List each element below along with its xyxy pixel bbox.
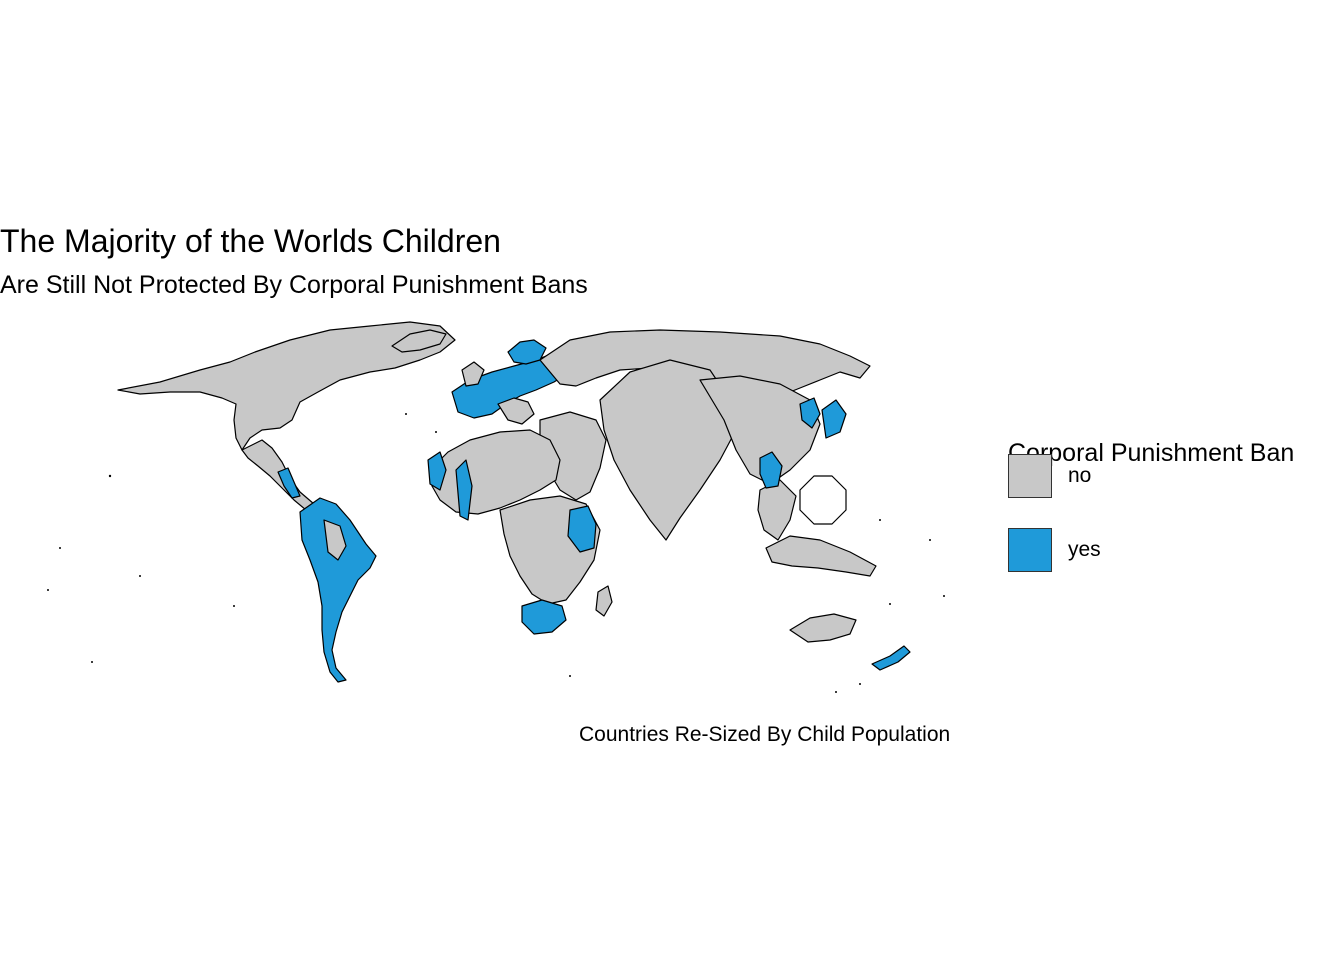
legend-item-yes: yes (1008, 528, 1308, 572)
region-east-africa-yes (567, 505, 597, 553)
region-southern-africa (521, 599, 567, 635)
region-vietnam-yes (759, 451, 783, 489)
map-caption: Countries Re-Sized By Child Population (579, 723, 951, 746)
region-korea-japan (799, 397, 847, 439)
region-central-america-yes (277, 467, 301, 499)
region-south-asia (599, 359, 737, 541)
region-uk (461, 361, 485, 387)
region-indonesia (765, 535, 877, 577)
region-south-america (299, 497, 377, 683)
legend-label-yes: yes (1068, 538, 1101, 561)
region-madagascar (595, 585, 613, 617)
region-canada-usa (117, 321, 456, 451)
legend-swatch-yes (1008, 528, 1052, 572)
legend-item-no: no (1008, 454, 1308, 498)
region-west-africa-yes (427, 451, 473, 521)
region-se-asia (757, 479, 797, 541)
region-australia (789, 613, 857, 643)
region-russia (539, 329, 871, 401)
region-china (699, 375, 821, 485)
legend-swatch-no (1008, 454, 1052, 498)
map-title: The Majority of the Worlds Children (0, 223, 501, 259)
map-subtitle: Are Still Not Protected By Corporal Puni… (0, 271, 588, 299)
region-south-america-no (323, 519, 347, 561)
region-philippines (799, 475, 847, 525)
region-new-zealand (871, 645, 911, 671)
small-islands (47, 413, 945, 693)
legend-label-no: no (1068, 464, 1092, 487)
region-scandinavia (507, 339, 547, 365)
region-greenland (391, 329, 447, 353)
region-mexico-central-america (241, 439, 315, 511)
region-europe-no (497, 397, 535, 425)
legend: Corporal Punishment Ban no yes (1008, 438, 1344, 572)
legend-title: Corporal Punishment Ban (1008, 439, 1295, 467)
